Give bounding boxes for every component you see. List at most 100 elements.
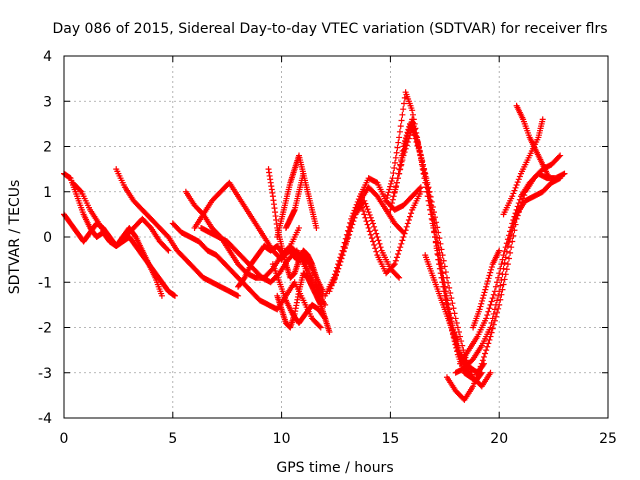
data-point (507, 228, 514, 235)
data-point (449, 300, 456, 307)
data-point (445, 279, 452, 286)
data-point (373, 248, 380, 255)
data-point (451, 310, 458, 317)
data-point (368, 217, 375, 224)
data-point (489, 295, 496, 302)
data-point (392, 159, 399, 166)
data-point (328, 282, 335, 289)
data-point (500, 252, 507, 259)
data-point (496, 270, 503, 277)
data-point (390, 170, 397, 177)
data-point (471, 380, 478, 387)
data-point (337, 258, 344, 265)
data-point (426, 188, 433, 195)
data-point (498, 291, 505, 298)
data-point (501, 260, 508, 267)
data-point (477, 363, 484, 370)
data-point (396, 170, 403, 177)
data-point (450, 305, 457, 312)
y-axis-label: SDTVAR / TECUs (7, 180, 23, 295)
data-point (409, 116, 416, 123)
data-point (389, 200, 396, 207)
y-tick-label: -3 (38, 366, 52, 382)
data-point (502, 244, 509, 251)
series-s10 (265, 166, 320, 281)
series-s28 (500, 116, 546, 218)
data-point (410, 128, 417, 135)
data-point (395, 250, 402, 257)
data-point (483, 283, 490, 290)
data-point (497, 282, 504, 289)
data-point (338, 255, 345, 262)
data-point (405, 217, 412, 224)
data-point (446, 284, 453, 291)
data-point (393, 179, 400, 186)
data-point (313, 274, 320, 281)
data-point (425, 184, 432, 191)
data-point (487, 269, 494, 276)
data-point (435, 229, 442, 236)
data-point (358, 201, 365, 208)
data-point (397, 123, 404, 130)
data-point (417, 152, 424, 159)
data-point (395, 139, 402, 146)
data-point (500, 281, 507, 288)
data-point (516, 196, 523, 203)
data-point (561, 170, 568, 177)
y-tick-label: 2 (43, 140, 52, 156)
data-point (510, 190, 517, 197)
data-point (369, 220, 376, 227)
data-point (340, 248, 347, 255)
data-point (515, 200, 522, 207)
data-point (415, 145, 422, 152)
data-point (336, 262, 343, 269)
data-point (434, 224, 441, 231)
data-point (494, 279, 501, 286)
data-point (418, 157, 425, 164)
data-point (485, 308, 492, 315)
data-point (474, 372, 481, 379)
data-point (401, 230, 408, 237)
data-point (429, 220, 436, 227)
data-point (366, 228, 373, 235)
data-point (432, 214, 439, 221)
data-point (489, 315, 496, 322)
data-point (429, 204, 436, 211)
data-point (416, 149, 423, 156)
data-point (404, 220, 411, 227)
data-point (440, 283, 447, 290)
x-tick-label: 25 (599, 431, 617, 447)
data-point (433, 243, 440, 250)
data-point (453, 344, 460, 351)
data-point (404, 138, 411, 145)
data-point (454, 348, 461, 355)
data-point (365, 224, 372, 231)
y-tick-label: -4 (38, 411, 52, 427)
data-point (158, 292, 165, 299)
data-point (557, 152, 564, 159)
data-point (470, 383, 477, 390)
data-point (492, 301, 499, 308)
series-s26 (470, 247, 503, 331)
series-s5 (169, 220, 324, 331)
data-point (479, 295, 486, 302)
data-point (421, 166, 428, 173)
data-point (512, 184, 519, 191)
data-point (427, 206, 434, 213)
data-point (406, 213, 413, 220)
chart-title: Day 086 of 2015, Sidereal Day-to-day VTE… (52, 21, 607, 37)
data-point (396, 128, 403, 135)
data-point (511, 187, 518, 194)
data-point (514, 203, 521, 210)
data-point (438, 246, 445, 253)
data-point (296, 224, 303, 231)
data-point (409, 111, 416, 118)
data-point (398, 240, 405, 247)
data-point (375, 237, 382, 244)
data-point (369, 238, 376, 245)
data-point (510, 217, 517, 224)
data-point (420, 161, 427, 168)
data-point (498, 276, 505, 283)
